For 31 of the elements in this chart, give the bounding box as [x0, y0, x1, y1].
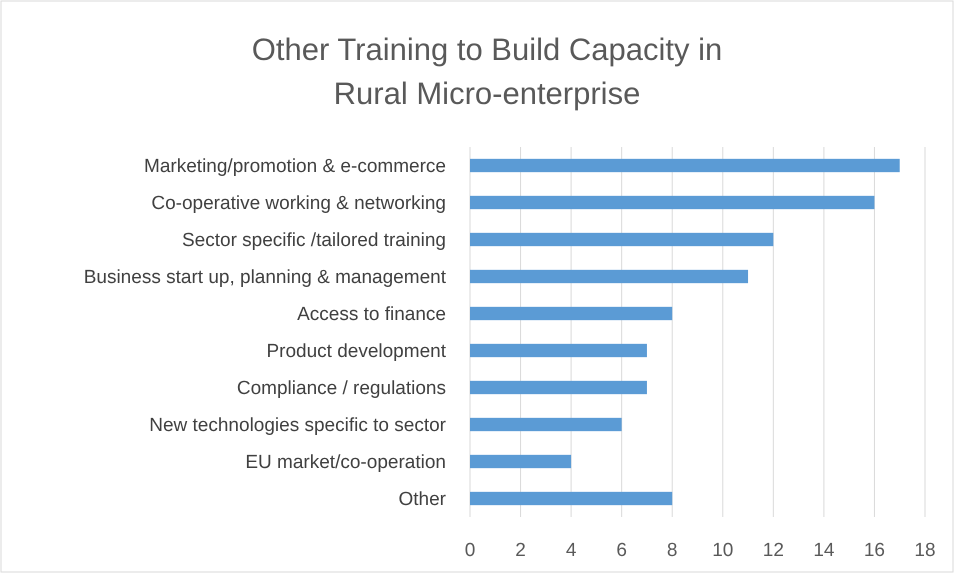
- bar: [470, 232, 774, 246]
- x-tick-label: 12: [762, 540, 784, 561]
- y-tick-label: Product development: [266, 341, 447, 362]
- x-tick-label: 6: [616, 540, 627, 561]
- x-tick-label: 2: [515, 540, 526, 561]
- x-tick-label: 8: [666, 540, 678, 561]
- bar: [470, 270, 748, 284]
- y-tick-label: Other: [398, 489, 447, 510]
- chart-title: Other Training to Build Capacity in Rural Micro-enterprise: [252, 32, 722, 111]
- bar: [470, 196, 874, 210]
- bar: [470, 158, 900, 172]
- x-tick-label: 4: [566, 540, 577, 561]
- bar: [470, 418, 622, 432]
- y-tick-label: Business start up, planning & management: [84, 267, 447, 288]
- y-tick-label: Marketing/promotion & e-commerce: [144, 156, 446, 178]
- y-tick-label: Compliance / regulations: [236, 378, 446, 400]
- y-tick-label: Sector specific /tailored training: [182, 230, 446, 252]
- x-tick-label: 16: [864, 540, 886, 561]
- x-tick-label: 10: [712, 540, 734, 561]
- x-tick-label: 18: [914, 540, 936, 561]
- bar: [470, 306, 672, 320]
- bar: [470, 454, 572, 468]
- x-tick-label: 0: [464, 540, 476, 561]
- x-tick-label: 14: [813, 540, 835, 561]
- y-tick-label: EU market/co-operation: [245, 452, 446, 474]
- y-tick-label: New technologies specific to sector: [149, 415, 447, 436]
- bar: [470, 380, 647, 394]
- bar: [470, 344, 647, 358]
- bar: [470, 492, 672, 506]
- y-tick-label: Co-operative working & networking: [151, 193, 446, 214]
- y-tick-label: Access to finance: [297, 304, 446, 326]
